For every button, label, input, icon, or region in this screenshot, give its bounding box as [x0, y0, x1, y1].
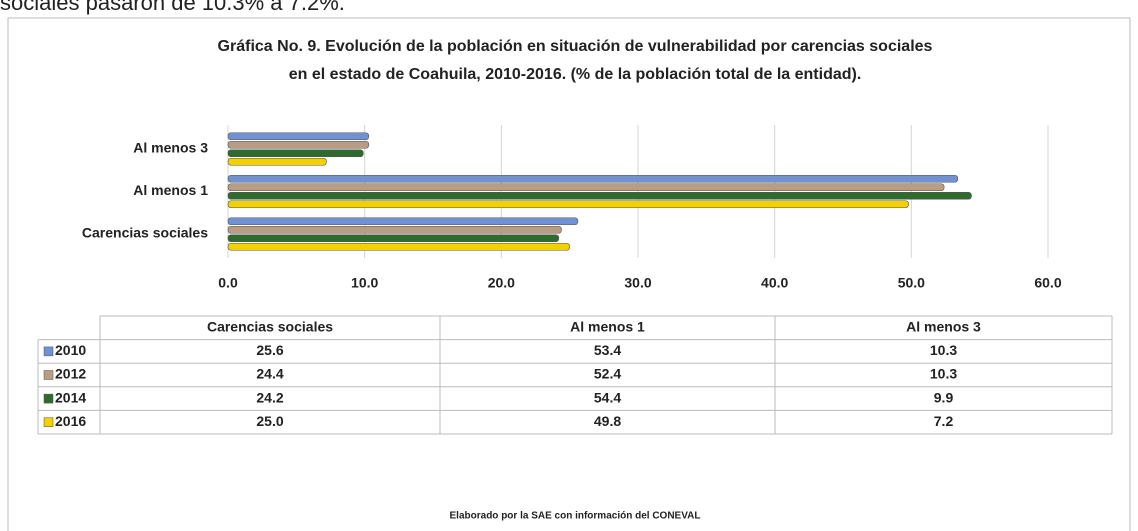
y-tick-label: Al menos 3: [133, 140, 208, 156]
table-value: 54.4: [594, 389, 621, 405]
table-header: Carencias sociales: [207, 319, 333, 335]
bar: [227, 183, 945, 192]
table-value: 24.4: [256, 366, 283, 382]
x-tick-label: 40.0: [761, 275, 788, 291]
bar: [227, 217, 579, 226]
chart-title: en el estado de Coahuila, 2010-2016. (% …: [289, 66, 862, 83]
table-value: 52.4: [594, 366, 621, 382]
x-tick-label: 0.0: [218, 275, 238, 291]
table-value: 24.2: [256, 389, 283, 405]
bar: [227, 132, 370, 141]
x-tick-label: 60.0: [1034, 275, 1061, 291]
source-note: Elaborado por la SAE con información del…: [450, 511, 701, 522]
table-header: Al menos 1: [570, 319, 645, 335]
table-header: Al menos 3: [906, 319, 981, 335]
legend-key: [43, 346, 54, 357]
table-value: 10.3: [930, 342, 957, 358]
legend-key: [43, 393, 54, 404]
chart-title: Gráfica No. 9. Evolución de la población…: [218, 38, 933, 55]
bar: [227, 149, 364, 158]
table-value: 9.9: [934, 389, 954, 405]
legend-label: 2012: [55, 366, 86, 382]
bar: [227, 191, 972, 200]
bar: [227, 174, 959, 183]
bar: [227, 242, 570, 251]
table-value: 25.6: [256, 342, 283, 358]
bar: [227, 225, 562, 234]
x-tick-label: 20.0: [488, 275, 515, 291]
chart-frame: [7, 17, 1131, 531]
header-text: sociales pasaron de 10.3% a 7.2%.: [0, 0, 345, 15]
table-value: 25.0: [256, 413, 283, 429]
legend-label: 2010: [55, 342, 86, 358]
legend-key: [43, 417, 54, 427]
bar: [227, 157, 327, 166]
legend-label: 2014: [55, 389, 86, 405]
bar: [227, 140, 370, 149]
x-tick-label: 10.0: [351, 275, 378, 291]
x-tick-label: 50.0: [898, 275, 925, 291]
bar: [227, 200, 909, 209]
bar: [227, 234, 560, 243]
table-value: 10.3: [930, 366, 957, 382]
table-value: 53.4: [594, 342, 621, 358]
legend-key: [43, 370, 54, 380]
y-tick-label: Carencias sociales: [82, 225, 208, 241]
table-value: 49.8: [594, 413, 621, 429]
table-value: 7.2: [934, 413, 954, 429]
y-tick-label: Al menos 1: [133, 182, 208, 198]
x-tick-label: 30.0: [624, 275, 651, 291]
legend-label: 2016: [55, 413, 86, 429]
